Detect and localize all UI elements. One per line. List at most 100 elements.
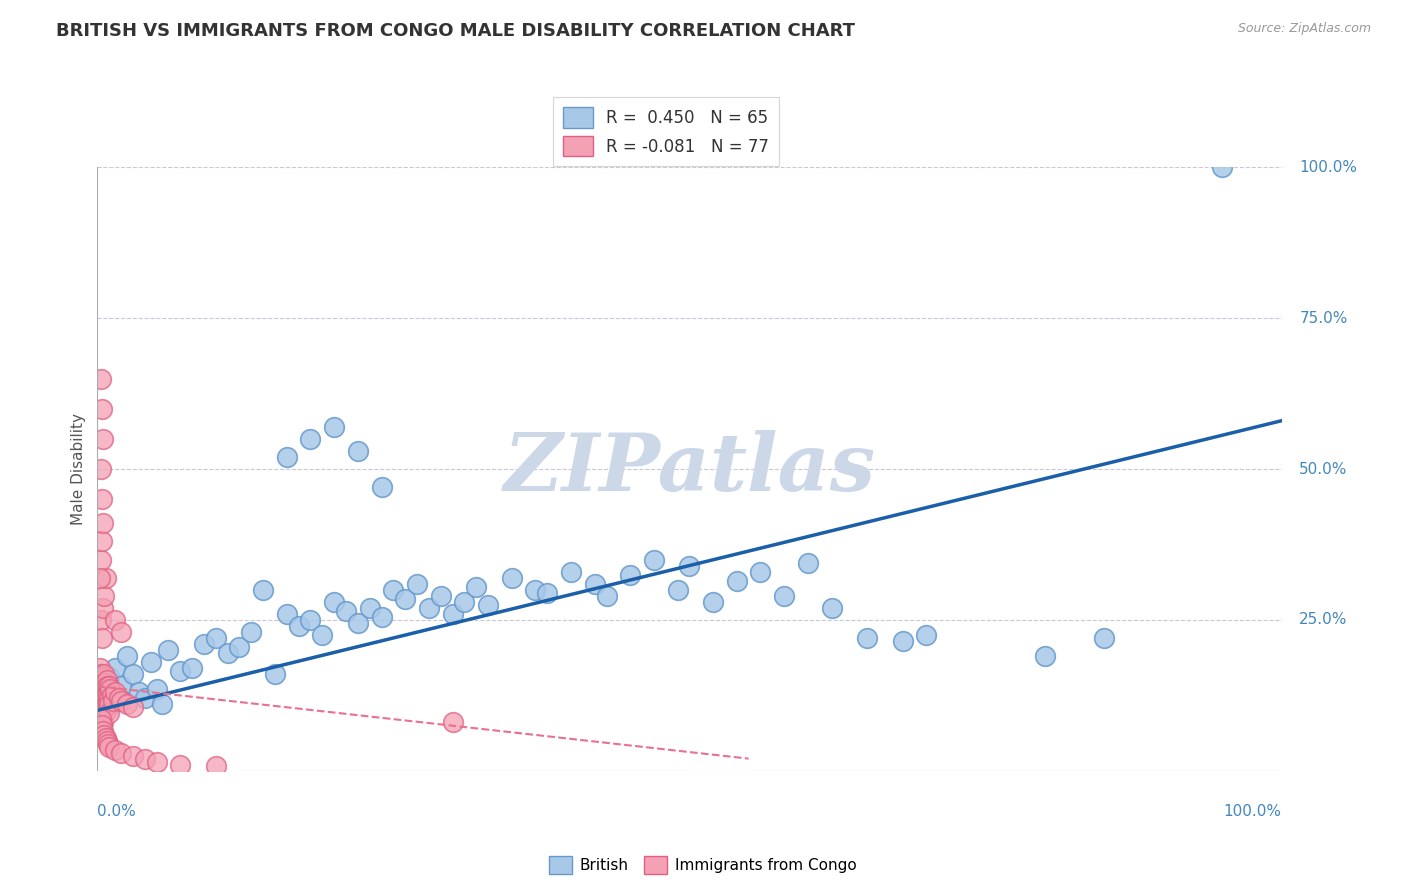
Point [465,580,488,594]
Point [115,648,138,663]
Text: 0.0%: 0.0% [97,804,136,819]
Point [441,715,464,730]
Point [323,419,346,434]
Point [152,698,174,712]
Point [97,691,120,706]
Text: 50.0%: 50.0% [1299,461,1347,476]
Point [93,667,115,681]
Text: 100.0%: 100.0% [1223,804,1281,819]
Point [228,640,250,654]
Point [93,589,115,603]
Point [91,401,114,416]
Point [299,432,322,446]
Point [104,661,127,675]
Point [96,703,118,717]
Point [370,480,392,494]
Point [122,700,145,714]
Point [97,737,120,751]
Point [90,552,112,566]
Y-axis label: Male Disability: Male Disability [72,413,86,525]
Point [501,571,523,585]
Point [406,576,429,591]
Point [477,598,499,612]
Point [110,679,132,693]
Point [91,670,114,684]
Point [91,718,114,732]
Point [453,595,475,609]
Point [91,703,114,717]
Point [347,444,370,458]
Point [90,713,112,727]
Point [96,682,118,697]
Point [94,731,117,745]
Point [89,691,111,706]
Point [96,673,118,688]
Text: 75.0%: 75.0% [1299,310,1347,326]
Point [145,755,167,769]
Point [98,679,121,693]
Point [98,698,121,712]
Text: 25.0%: 25.0% [1299,612,1347,627]
Point [128,685,150,699]
Point [91,600,114,615]
Point [1033,648,1056,663]
Point [157,643,180,657]
Point [217,646,239,660]
Point [619,567,641,582]
Point [181,661,204,675]
Point [382,582,405,597]
Point [97,694,120,708]
Point [335,604,357,618]
Point [93,727,115,741]
Point [299,613,322,627]
Point [169,664,191,678]
Point [536,585,558,599]
Point [98,739,121,754]
Point [240,624,263,639]
Point [91,432,114,446]
Point [96,733,118,747]
Point [104,742,127,756]
Point [91,679,114,693]
Point [110,694,132,708]
Point [90,462,112,476]
Point [91,516,114,531]
Point [90,371,112,385]
Point [91,631,114,645]
Point [139,655,162,669]
Point [276,607,298,621]
Point [89,661,111,675]
Point [276,450,298,464]
Point [104,613,127,627]
Point [643,552,665,566]
Point [749,565,772,579]
Point [1211,161,1233,175]
Point [441,607,464,621]
Point [93,679,115,693]
Point [110,746,132,760]
Point [252,582,274,597]
Point [96,679,118,693]
Point [820,600,842,615]
Point [104,685,127,699]
Point [678,558,700,573]
Point [97,685,120,699]
Point [725,574,748,588]
Point [323,595,346,609]
Text: 100.0%: 100.0% [1299,160,1357,175]
Point [91,709,114,723]
Point [94,571,117,585]
Point [915,628,938,642]
Point [115,698,138,712]
Point [110,624,132,639]
Point [107,691,129,706]
Point [429,589,451,603]
Point [204,631,226,645]
Point [90,613,112,627]
Point [193,637,215,651]
Point [91,694,114,708]
Point [101,694,124,708]
Point [134,751,156,765]
Point [524,582,547,597]
Point [96,688,118,702]
